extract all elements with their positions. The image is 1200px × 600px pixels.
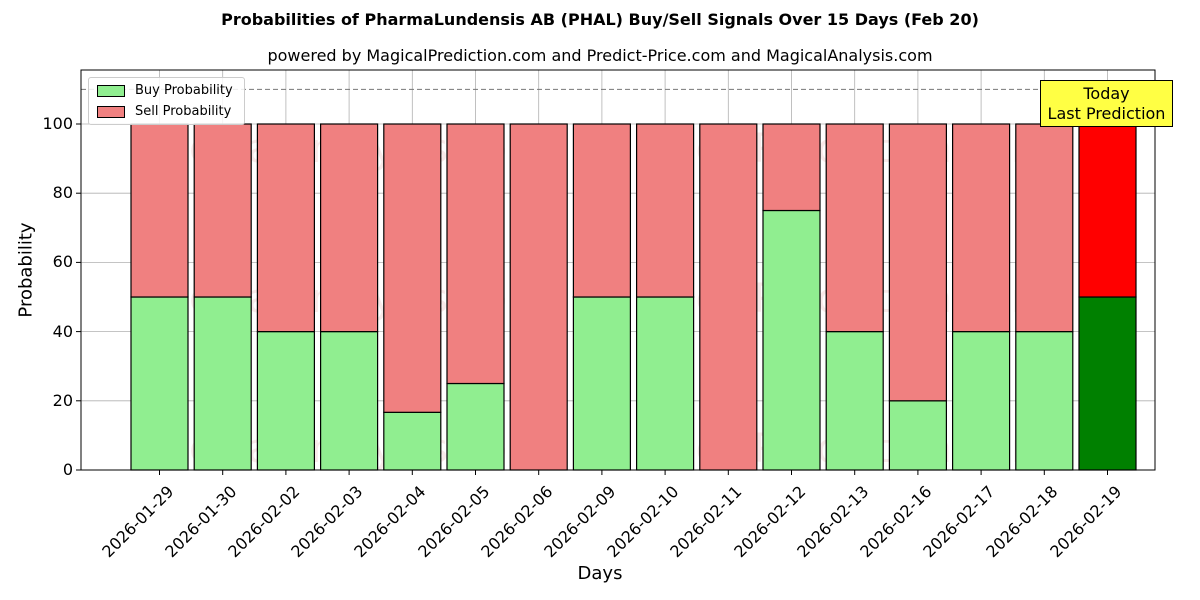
y-tick-label: 60 (52, 252, 73, 272)
buy-bar (1015, 331, 1074, 471)
sell-bar (383, 123, 442, 413)
chart-subtitle: powered by MagicalPrediction.com and Pre… (267, 46, 933, 65)
buy-bar (193, 296, 252, 471)
sell-bar (1015, 123, 1074, 333)
sell-bar (1078, 123, 1137, 298)
buy-swatch (97, 84, 125, 97)
today-annotation: Today Last Prediction (1040, 80, 1173, 127)
sell-bar (699, 123, 758, 471)
sell-bar (825, 123, 884, 333)
legend-buy: Buy Probability (97, 83, 233, 98)
sell-bar (130, 123, 189, 298)
y-tick-label: 20 (52, 390, 73, 410)
sell-bar (762, 123, 821, 212)
sell-swatch (97, 105, 125, 118)
buy-bar (1078, 296, 1137, 471)
buy-bar (572, 296, 632, 471)
buy-bar (320, 331, 379, 471)
buy-bar (951, 331, 1011, 471)
y-tick-label: 80 (52, 183, 73, 203)
x-axis-label: Days (577, 563, 623, 584)
sell-bar (572, 123, 632, 298)
buy-bar (446, 382, 505, 471)
buy-bar (635, 296, 695, 471)
buy-bar (762, 209, 821, 471)
annotation-line1: Today (1083, 84, 1130, 103)
legend: Buy Probability Sell Probability (88, 77, 245, 125)
sell-bar (256, 123, 315, 333)
sell-bar (635, 123, 695, 298)
sell-bar (193, 123, 252, 298)
annotation-line2: Last Prediction (1047, 104, 1166, 123)
sell-bar (320, 123, 379, 333)
sell-bar (446, 123, 505, 385)
sell-bar (888, 123, 948, 402)
legend-sell: Sell Probability (97, 104, 231, 119)
legend-sell-label: Sell Probability (135, 104, 232, 119)
y-tick-label: 100 (42, 114, 73, 133)
buy-bar (130, 296, 189, 471)
chart-title: Probabilities of PharmaLundensis AB (PHA… (221, 10, 979, 29)
buy-bar (383, 411, 442, 471)
y-tick-label: 40 (52, 321, 73, 341)
buy-bar (888, 400, 948, 471)
sell-bar (509, 123, 568, 471)
buy-bar (256, 331, 315, 471)
legend-buy-label: Buy Probability (135, 83, 233, 98)
sell-bar (951, 123, 1011, 333)
buy-bar (825, 331, 884, 471)
y-tick-label: 0 (62, 460, 73, 479)
